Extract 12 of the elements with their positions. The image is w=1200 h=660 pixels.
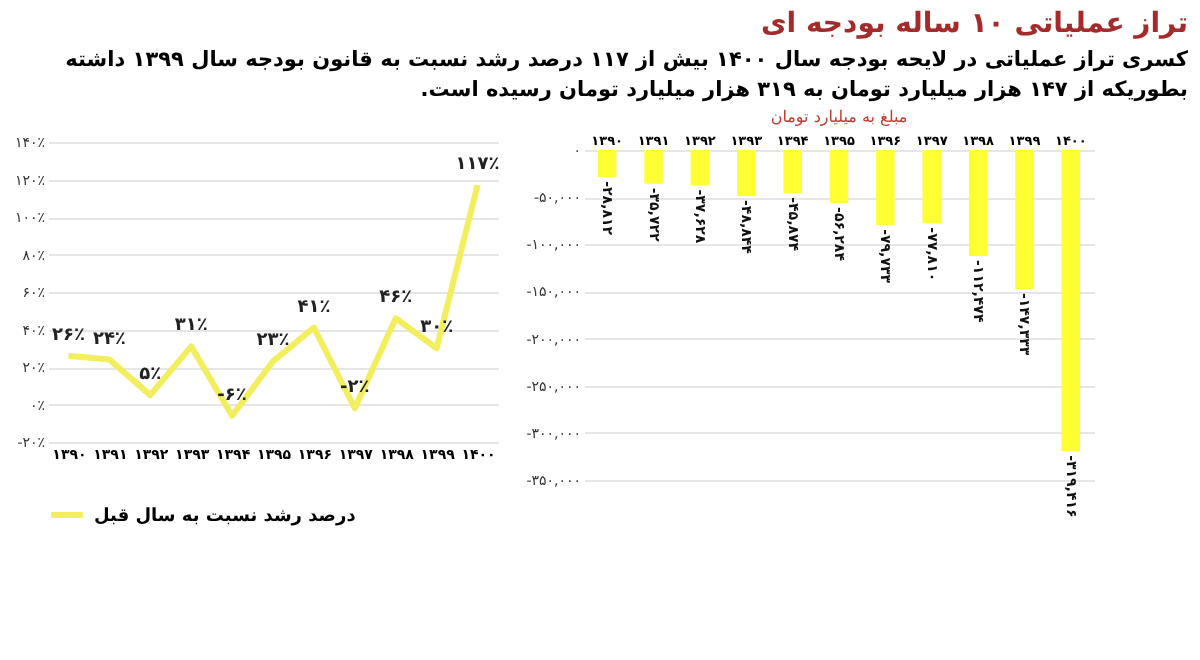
data-label: ۲۳٪ <box>256 331 290 352</box>
legend-label: درصد رشد نسبت به سال قبل <box>94 507 357 527</box>
data-label: ۲۶٪ <box>51 325 85 346</box>
data-label: ۳۱٪ <box>174 316 208 337</box>
chart-title: مبلغ به میلیارد تومان <box>770 108 908 126</box>
data-label: ۲۴٪ <box>92 329 126 350</box>
text: تراز عملیاتی ۱۰ ساله بودجه ای <box>758 8 1188 40</box>
data-label: ۴۱٪ <box>297 297 331 318</box>
data-label: ۴۶٪ <box>379 288 413 309</box>
text: کسری تراز عملیاتی در لایحه بودجه سال ۱۴۰۰ بیش از ۱۱۷ درصد رشد نسبت به قانون بودجه سال ۱۳۹۹ داشته بطوریکه از ۱۴۷ هزار میلیارد تومان به ۳۱۹ هزار میلیارد تومان رسیده است. <box>63 46 1188 106</box>
data-label: ۵٪ <box>139 365 162 386</box>
data-label: ۱۱۷٪ <box>455 155 500 176</box>
